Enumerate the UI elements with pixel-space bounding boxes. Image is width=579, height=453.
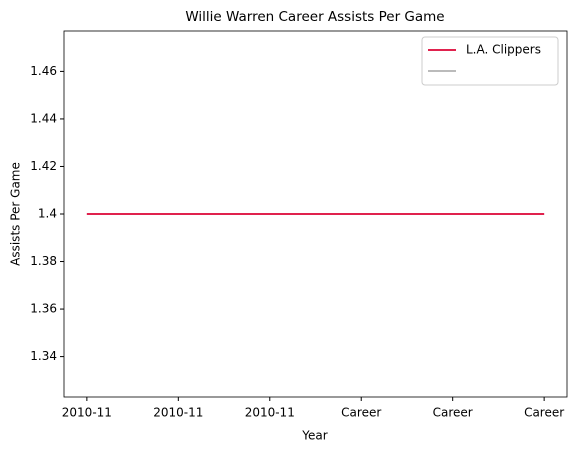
x-tick-label: Career: [524, 406, 564, 420]
y-tick-label: 1.38: [30, 254, 57, 268]
x-tick-label: 2010-11: [62, 406, 112, 420]
x-tick-label: 2010-11: [153, 406, 203, 420]
plot-frame: [63, 30, 568, 398]
x-tick-label: Career: [433, 406, 473, 420]
chart-title: Willie Warren Career Assists Per Game: [185, 9, 444, 25]
y-tick-label: 1.36: [30, 302, 57, 316]
y-axis-label: Assists Per Game: [9, 162, 23, 266]
y-tick-label: 1.4: [38, 207, 57, 221]
x-tick-label: 2010-11: [245, 406, 295, 420]
y-tick-label: 1.46: [30, 64, 57, 78]
x-tick-label: Career: [341, 406, 381, 420]
y-tick-label: 1.34: [30, 349, 57, 363]
legend-label: L.A. Clippers: [466, 43, 541, 57]
x-axis-label: Year: [301, 429, 327, 443]
y-tick-label: 1.42: [30, 159, 57, 173]
y-tick-label: 1.44: [30, 111, 57, 125]
